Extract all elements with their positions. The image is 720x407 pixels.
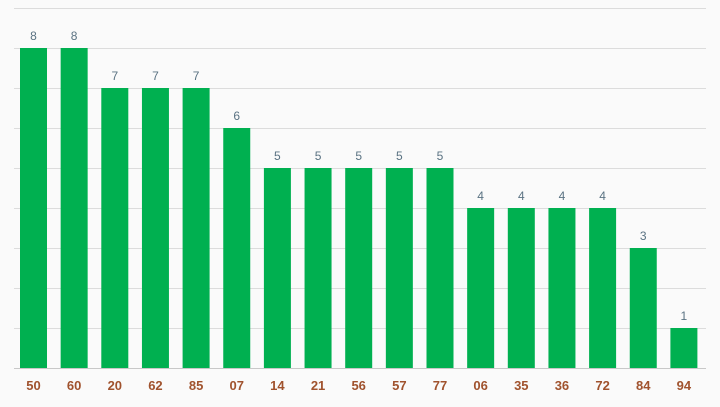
value-label-56: 5 — [355, 149, 362, 163]
value-label-21: 5 — [315, 149, 322, 163]
bar-56[interactable] — [345, 168, 373, 368]
bar-21[interactable] — [304, 168, 332, 368]
value-labels: 8 8 7 7 7 6 5 5 5 5 5 4 4 4 4 3 1 — [30, 29, 687, 323]
x-tick-label-36: 36 — [555, 378, 569, 393]
value-label-57: 5 — [396, 149, 403, 163]
bar-85[interactable] — [182, 88, 210, 368]
x-tick-label-62: 62 — [148, 378, 162, 393]
bar-14[interactable] — [263, 168, 291, 368]
value-label-35: 4 — [518, 189, 525, 203]
bar-84[interactable] — [629, 248, 657, 368]
x-tick-label-85: 85 — [189, 378, 203, 393]
x-tick-label-14: 14 — [270, 378, 285, 393]
value-label-84: 3 — [640, 229, 647, 243]
bar-94[interactable] — [670, 328, 698, 368]
bar-77[interactable] — [426, 168, 454, 368]
value-label-60: 8 — [71, 29, 78, 43]
value-label-20: 7 — [111, 69, 118, 83]
bar-60[interactable] — [60, 48, 88, 368]
x-tick-label-94: 94 — [677, 378, 692, 393]
value-label-07: 6 — [233, 109, 240, 123]
value-label-14: 5 — [274, 149, 281, 163]
value-label-36: 4 — [559, 189, 566, 203]
x-tick-label-57: 57 — [392, 378, 406, 393]
value-label-72: 4 — [599, 189, 606, 203]
x-tick-label-72: 72 — [595, 378, 609, 393]
x-tick-label-60: 60 — [67, 378, 81, 393]
x-tick-label-20: 20 — [108, 378, 122, 393]
x-tick-label-21: 21 — [311, 378, 325, 393]
x-tick-label-50: 50 — [26, 378, 40, 393]
x-tick-label-77: 77 — [433, 378, 447, 393]
bar-57[interactable] — [385, 168, 413, 368]
x-tick-label-84: 84 — [636, 378, 651, 393]
value-label-85: 7 — [193, 69, 200, 83]
bar-07[interactable] — [223, 128, 251, 368]
x-tick-label-56: 56 — [351, 378, 365, 393]
bar-series — [20, 48, 698, 368]
value-label-06: 4 — [477, 189, 484, 203]
value-label-94: 1 — [681, 309, 688, 323]
bar-72[interactable] — [589, 208, 617, 368]
value-label-77: 5 — [437, 149, 444, 163]
bar-35[interactable] — [507, 208, 535, 368]
bar-50[interactable] — [20, 48, 47, 368]
value-label-50: 8 — [30, 29, 37, 43]
value-label-62: 7 — [152, 69, 159, 83]
x-axis-ticks: 50 60 20 62 85 07 14 21 56 57 77 06 35 36 72 84 94 — [26, 378, 692, 393]
x-tick-label-06: 06 — [473, 378, 487, 393]
bar-36[interactable] — [548, 208, 576, 368]
bar-20[interactable] — [101, 88, 129, 368]
x-tick-label-35: 35 — [514, 378, 528, 393]
x-tick-label-07: 07 — [230, 378, 244, 393]
bar-06[interactable] — [467, 208, 495, 368]
bar-62[interactable] — [141, 88, 169, 368]
